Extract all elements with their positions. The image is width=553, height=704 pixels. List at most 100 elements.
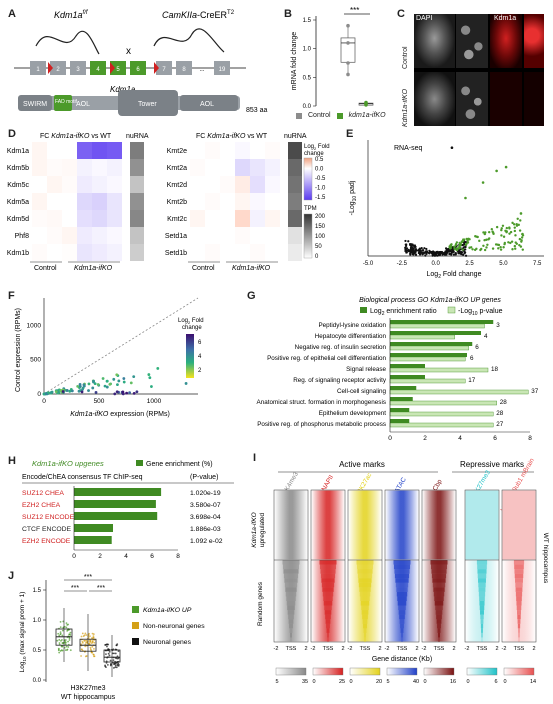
panel-letter-j: J <box>8 570 15 582</box>
i-signal-band <box>363 628 367 633</box>
i-signal-band <box>358 578 372 583</box>
b-point <box>346 72 350 77</box>
e-point-up <box>454 242 458 246</box>
h-pvalue: 1.886e-03 <box>190 526 221 533</box>
i-signal-band <box>401 632 403 638</box>
i-scale-bar <box>312 667 344 676</box>
g-xtick: 8 <box>528 435 532 440</box>
d-tpm-cell <box>288 244 302 261</box>
domain-aol-2 <box>180 95 238 111</box>
e-point-ns <box>450 250 454 253</box>
d-fc-legend-title-2: change <box>304 151 324 157</box>
d-gene-label: Kmt2e <box>167 148 187 155</box>
i-axis-tick: -2 <box>422 646 427 652</box>
svg-text:Tower: Tower <box>138 101 157 108</box>
f-point <box>132 391 136 395</box>
i-signal-band <box>437 623 441 629</box>
g-bar-pval <box>389 378 466 384</box>
j-point <box>58 651 61 654</box>
e-xtick: 5.0 <box>499 261 508 267</box>
b-point <box>346 23 350 28</box>
g-category: Signal release <box>346 366 386 373</box>
h-xtick: 4 <box>124 553 128 560</box>
e-point-ns <box>452 253 456 256</box>
d-cell <box>62 176 77 193</box>
i-signal-band <box>325 619 331 624</box>
e-point-up <box>500 227 503 230</box>
i-signal-band <box>516 596 522 601</box>
f-legend-tick: 4 <box>198 354 202 360</box>
svg-text:SWIRM: SWIRM <box>23 101 47 108</box>
e-point-outlier <box>504 165 508 169</box>
i-block-upregulated <box>311 490 345 560</box>
i-axis-tick: 2 <box>452 646 455 652</box>
j-point <box>59 626 62 629</box>
f-point <box>108 383 112 386</box>
d-nurna-left: nuRNA <box>126 133 149 140</box>
j-point <box>89 639 92 642</box>
d-cell <box>205 159 220 176</box>
j-point <box>117 650 120 653</box>
j-point <box>93 655 95 658</box>
d-title-left: FC Kdm1a-ifKO vs WT <box>40 133 112 140</box>
e-point-ns <box>457 252 460 255</box>
i-scale-max: 40 <box>413 679 419 685</box>
exon-label: 19 <box>219 67 226 73</box>
j-point <box>67 640 69 643</box>
i-signal-band <box>327 637 329 642</box>
j-point <box>61 634 64 637</box>
j-point <box>57 648 60 651</box>
c-label-kdm1a: Kdm1a <box>494 15 517 22</box>
c-label-dapi: DAPI <box>416 15 433 22</box>
exon-label: 8 <box>182 67 186 73</box>
j-point <box>64 643 67 646</box>
i-signal-band <box>435 610 443 615</box>
j-point <box>109 664 112 667</box>
j-point <box>59 632 62 635</box>
e-point-ns <box>410 243 413 246</box>
i-signal-band <box>430 560 448 565</box>
e-point-up <box>502 235 506 238</box>
d-cell <box>265 159 280 176</box>
i-signal-band <box>478 591 486 597</box>
d-cell <box>107 244 122 261</box>
f-point <box>94 391 98 394</box>
e-xtick: -2.5 <box>397 261 408 267</box>
j-point <box>59 620 62 623</box>
d-cell <box>47 193 62 210</box>
h-pvalue: 3.580e-07 <box>190 502 221 509</box>
i-xlabel: Gene distance (Kb) <box>372 656 432 663</box>
i-signal-band <box>400 623 404 629</box>
f-point <box>80 390 84 394</box>
exon-label: 6 <box>136 67 140 73</box>
i-block-upregulated <box>502 490 536 560</box>
e-point-up <box>513 244 517 248</box>
e-point-up <box>485 238 488 241</box>
j-point <box>62 642 64 645</box>
j-point <box>65 645 68 648</box>
i-signal-band <box>364 637 366 642</box>
d-cell <box>47 142 62 159</box>
j-point <box>106 645 108 648</box>
b-ytick-label: 1.5 <box>303 18 312 24</box>
i-axis-tick: -2 <box>502 646 507 652</box>
h-subtitle: Encode/ChEA consensus TF ChIP-seq <box>22 474 143 481</box>
f-colorbar <box>186 334 194 378</box>
i-signal-band <box>326 623 330 629</box>
d-xlabel-control-right: Control <box>192 265 215 272</box>
j-point <box>91 640 94 643</box>
e-point-up <box>449 246 452 250</box>
i-signal-band <box>362 614 368 620</box>
i-signal-band <box>289 623 293 629</box>
e-point-ns <box>419 250 422 253</box>
exon-dots: ... <box>199 67 204 73</box>
e-title: RNA-seq <box>394 145 423 152</box>
f-point <box>135 390 139 394</box>
g-bar-ratio <box>390 331 481 335</box>
j-point <box>88 643 91 645</box>
f-point <box>103 384 107 388</box>
e-point-up <box>508 232 511 235</box>
g-bar-pval <box>389 422 494 428</box>
d-cell <box>220 176 235 193</box>
h-legend-swatch <box>136 460 143 466</box>
